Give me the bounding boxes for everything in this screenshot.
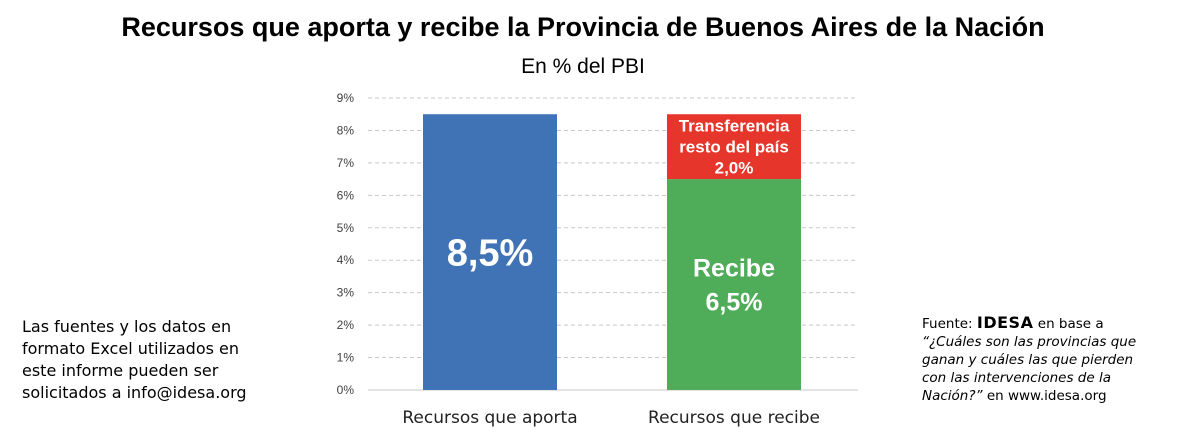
source-note: Fuente: IDESA en base a “¿Cuáles son las…: [922, 314, 1192, 405]
chart-subtitle: En % del PBI: [521, 55, 645, 78]
source-title-line: “¿Cuáles son las provincias que: [922, 334, 1137, 350]
source-suffix: en www.idesa.org: [982, 388, 1107, 404]
note-line: formato Excel utilizados en: [22, 339, 240, 358]
y-tick-label: 9%: [337, 91, 355, 105]
data-label: resto del país: [679, 138, 789, 157]
y-tick-label: 0%: [337, 383, 355, 397]
y-tick-label: 5%: [337, 221, 355, 235]
y-tick-label: 3%: [337, 286, 355, 300]
chart-title: Recursos que aporta y recibe la Provinci…: [121, 12, 1045, 42]
data-label: Transferencia: [679, 117, 790, 136]
note-line: solicitados a info@idesa.org: [22, 383, 247, 402]
x-category-label: Recursos que aporta: [402, 408, 577, 428]
bar-transferencia: [667, 114, 801, 180]
source-after-brand: en base a: [1033, 316, 1104, 332]
data-availability-note: Las fuentes y los datos en formato Excel…: [22, 316, 262, 404]
data-label: Recibe: [693, 254, 775, 282]
y-tick-label: 4%: [337, 253, 355, 267]
x-category-label: Recursos que recibe: [648, 408, 820, 428]
y-tick-label: 2%: [337, 318, 355, 332]
source-title-line: Nación?”: [922, 388, 983, 404]
idesa-brand: IDESA: [976, 313, 1034, 332]
y-tick-label: 7%: [337, 156, 355, 170]
source-title-line: con las intervenciones de la: [922, 370, 1111, 386]
y-tick-label: 8%: [337, 123, 355, 137]
note-line: este informe pueden ser: [22, 361, 219, 380]
y-tick-label: 1%: [337, 351, 355, 365]
source-prefix: Fuente:: [922, 316, 977, 332]
source-title-line: ganan y cuáles las que pierden: [922, 352, 1134, 368]
data-label: 2,0%: [715, 159, 754, 178]
y-tick-label: 6%: [337, 188, 355, 202]
data-label: 6,5%: [706, 288, 763, 316]
note-line: Las fuentes y los datos en: [22, 317, 232, 336]
bar-aporta: [423, 114, 557, 390]
data-label: 8,5%: [447, 232, 534, 274]
bar-recibe: [667, 179, 801, 390]
